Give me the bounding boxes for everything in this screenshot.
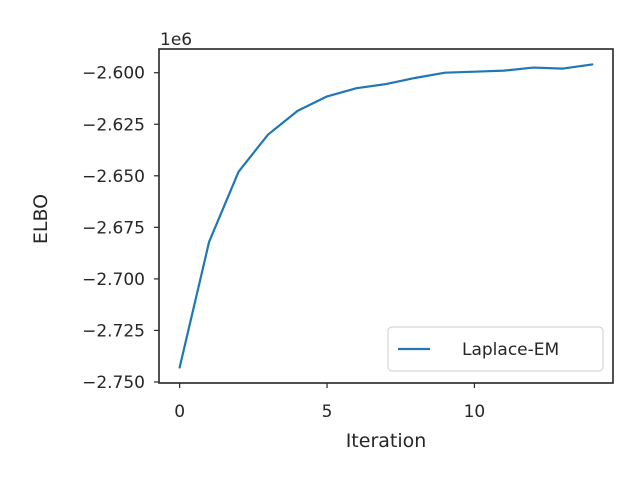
- legend-box: [387, 326, 604, 372]
- plot-area: [178, 63, 594, 369]
- y-tick-label: −2.625: [82, 115, 145, 135]
- legend-label: Laplace-EM: [462, 340, 559, 360]
- x-tick-label: 10: [464, 402, 486, 422]
- y-tick-label: −2.675: [82, 218, 145, 238]
- x-axis-label: Iteration: [346, 430, 427, 452]
- x-tick-label: 5: [322, 402, 333, 422]
- y-tick-label: −2.750: [82, 373, 145, 393]
- legend: Laplace-EM: [387, 326, 604, 372]
- y-tick-label: −2.600: [82, 64, 145, 84]
- axes-frame: [158, 48, 614, 384]
- y-tick-label: −2.650: [82, 167, 145, 187]
- x-tick-label: 0: [174, 402, 185, 422]
- axis-offset-label: 1e6: [160, 30, 192, 50]
- y-tick-label: −2.700: [82, 270, 145, 290]
- axes: 0 5 10 −2.750 −2.725 −2.700 −2.675 −2.650 −2.625…: [82, 48, 614, 422]
- y-tick-label: −2.725: [82, 321, 145, 341]
- series-line-0: [178, 63, 594, 369]
- y-axis-label: ELBO: [30, 194, 52, 244]
